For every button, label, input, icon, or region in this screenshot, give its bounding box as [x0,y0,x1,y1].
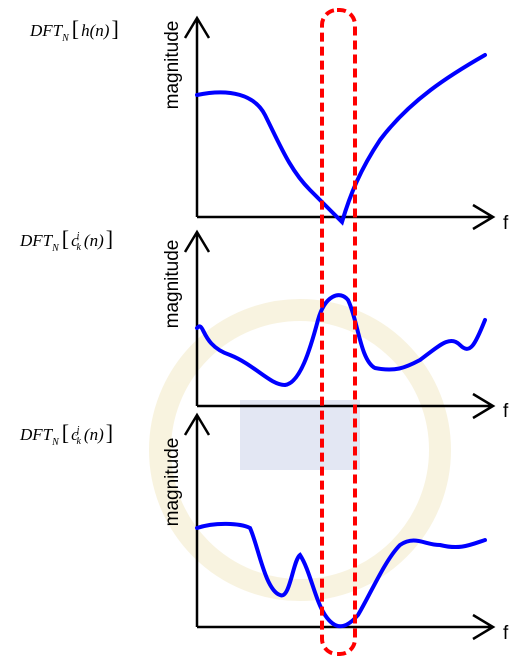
panel-1: DFTN[h(n)] magnitude f [29,16,509,234]
axes [185,18,493,229]
highlight-box [322,10,355,654]
label-func: DFT [19,425,54,444]
y-axis-label: magnitude [162,438,183,527]
label-open: [ [62,420,69,445]
label-arg: h(n) [81,21,110,40]
x-axis-label: f [503,401,509,422]
label-arg: (n) [84,425,104,444]
diagram: DFTN[h(n)] magnitude f DFTN[cik(n)] magn… [0,0,522,657]
label-close: ] [111,16,118,41]
label-sub: N [61,33,70,44]
label-func: DFT [29,21,64,40]
label-sub: N [51,243,60,254]
label-close: ] [106,226,113,251]
label-sub: N [51,437,60,448]
x-axis-label: f [503,213,509,234]
label-func: DFT [19,231,54,250]
label-open: [ [62,226,69,251]
x-axis-label: f [503,623,509,644]
label-sub: k [76,436,81,447]
y-axis-label: magnitude [162,21,183,110]
label-open: [ [72,16,79,41]
label-arg: (n) [84,231,104,250]
label-close: ] [106,420,113,445]
y-axis-label: magnitude [162,240,183,329]
label-sup: i [77,231,80,242]
panel-label: DFTN[h(n)] [29,16,119,44]
label-sub: k [76,242,81,253]
curve [197,55,485,222]
